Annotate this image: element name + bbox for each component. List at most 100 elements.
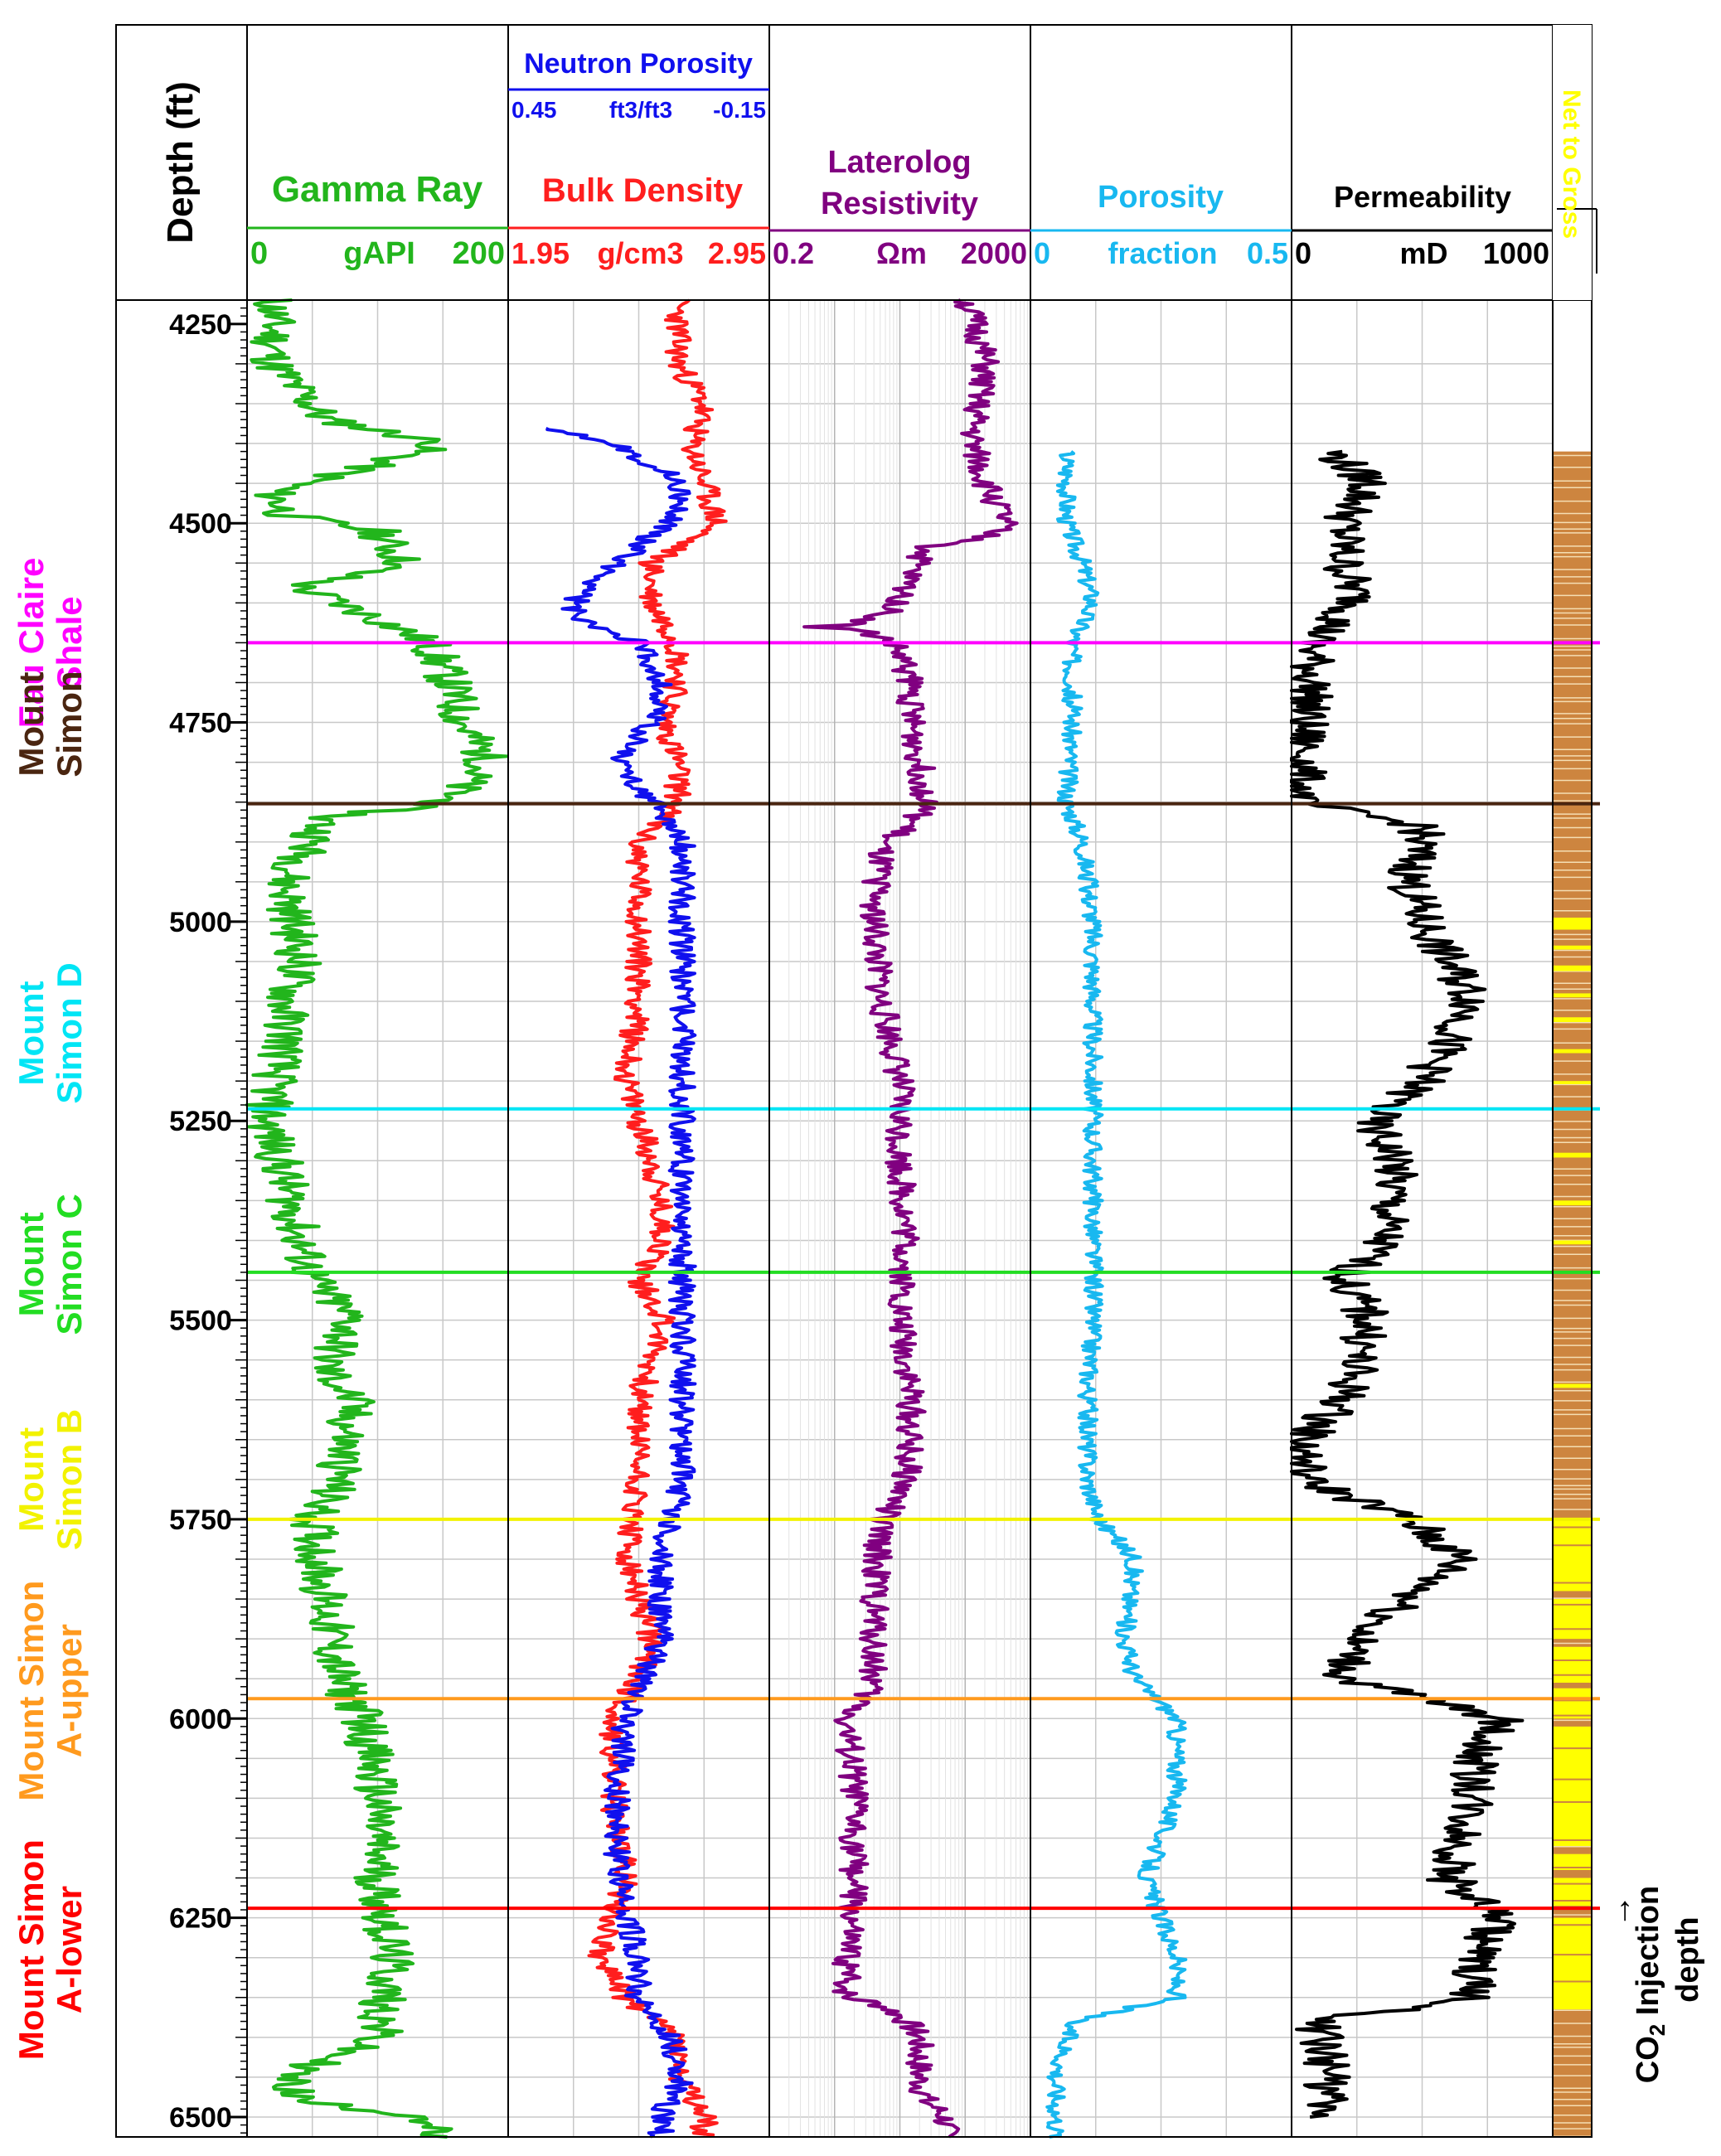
zone-label: Mount Simon B (12, 1409, 89, 1550)
scale-max-label: 2000 (961, 236, 1027, 270)
depth-tick-label: 6250 (169, 1903, 232, 1935)
scale-unit-label: g/cm3 (597, 236, 683, 270)
ntg-net-interval (1553, 1240, 1592, 1245)
depth-tick-label: 5250 (169, 1106, 232, 1137)
zone-label: Mount Simon D (12, 962, 89, 1103)
scale-unit-label: fraction (1108, 236, 1217, 270)
ntg-net-interval (1553, 918, 1592, 930)
zone-label-line: Mount (12, 981, 51, 1086)
depth-tick-label: 6000 (169, 1703, 232, 1735)
depth-tick-label: 5750 (169, 1504, 232, 1536)
depth-axis-title: Depth (ft) (160, 81, 201, 244)
curve-title-bulk-density: Bulk Density (542, 172, 744, 209)
curve-title-permeability: Permeability (1334, 180, 1511, 214)
zone-label-line: Mount (12, 1212, 51, 1316)
curve-gamma-ray (245, 298, 509, 2139)
ntg-net-interval (1553, 993, 1592, 998)
ntg-net-interval (1553, 1049, 1592, 1054)
ntg-net-interval (1553, 1519, 1592, 1592)
depth-tick-label: 4500 (169, 508, 232, 540)
depth-axis-layer: 4250 4500 4750 5000 5250 5500 5750 6000 6250 6500 (169, 307, 247, 2134)
ntg-net-interval (1553, 1200, 1592, 1206)
ntg-net-interval (1553, 1726, 1592, 1847)
scale-min-label: 1.95 (511, 236, 570, 270)
ntg-header-bg (1553, 25, 1592, 300)
zone-label-line: Simon B (50, 1409, 89, 1550)
ntg-net-interval (1553, 1877, 1592, 1906)
curve-neutron-porosity (545, 427, 697, 2139)
zone-label: Mount Simon (12, 671, 89, 777)
zone-label-line: Mount Simon (12, 1581, 51, 1801)
scale-min-label: 0 (1034, 236, 1050, 270)
scale-max-label: 2.95 (708, 236, 766, 270)
depth-tick-label: 5000 (169, 907, 232, 938)
formation-tops-layer (247, 641, 1600, 1911)
co2-rest: Injection (1631, 1886, 1665, 2024)
curve-title-porosity: Porosity (1098, 180, 1224, 215)
co2-label-group: CO2 Injection depth (1631, 1886, 1705, 2083)
net-to-gross-layer (1553, 451, 1592, 2138)
scale-max-label: 200 (453, 236, 505, 271)
scale-min-label: 0 (1295, 236, 1311, 270)
curve-bulk-density (587, 298, 728, 2139)
ntg-net-interval (1553, 1383, 1592, 1388)
scale-min-label: 0.2 (773, 236, 814, 270)
curve-laterolog-resistivity (802, 298, 1019, 2139)
ntg-net-interval (1553, 1152, 1592, 1158)
frame-layer (115, 24, 1593, 2138)
depth-tick-label: 4750 (169, 708, 232, 739)
curve-title-resistivity-line1: Laterolog (827, 145, 971, 180)
zone-label-line: Simon D (50, 962, 89, 1103)
scale-max-label: 1000 (1483, 236, 1549, 270)
depth-tick-label: 4250 (169, 309, 232, 341)
co2-label-line1: CO2 Injection (1631, 1886, 1670, 2083)
zone-label-line: Mount Simon (12, 1839, 51, 2060)
curve-porosity (1045, 450, 1188, 2139)
curve-title-neutron-porosity: Neutron Porosity (524, 48, 753, 80)
zone-label-line: Mount (12, 1427, 51, 1532)
ntg-net-interval (1553, 1646, 1592, 1684)
ntg-net-interval (1553, 1081, 1592, 1085)
curve-title-resistivity-line2: Resistivity (821, 187, 978, 221)
zone-label-line: Shale (50, 596, 89, 689)
zone-label: Mount Simon C (12, 1194, 89, 1335)
co2-main: CO (1631, 2036, 1665, 2083)
ntg-net-interval (1553, 965, 1592, 971)
ntg-net-interval (1553, 1599, 1592, 1640)
scale-min-label: 0 (250, 236, 268, 271)
scale-unit-label: gAPI (343, 236, 415, 271)
ntg-title: Net to Gross (1558, 90, 1585, 239)
curve-permeability (1290, 449, 1525, 2119)
zone-label-line: A-upper (50, 1624, 89, 1757)
scale-unit-label: mD (1399, 236, 1447, 270)
curve-layer (245, 298, 1525, 2139)
co2-subscript: 2 (1645, 2024, 1670, 2036)
scale-unit-label: ft3/ft3 (609, 97, 672, 123)
scale-unit-label: Ωm (876, 236, 927, 270)
ntg-net-interval (1553, 1917, 1592, 2010)
scale-min-label: 0.45 (511, 97, 557, 123)
log-frame (115, 24, 1593, 2138)
zone-label-line: A-lower (50, 1886, 89, 2013)
co2-arrow: ↑ (1617, 1891, 1633, 1927)
ntg-net-interval (1553, 1017, 1592, 1023)
zone-label-line: Simon (50, 671, 89, 777)
co2-injection-annotation: ↑CO2 Injection depth (1617, 1886, 1705, 2083)
ntg-net-interval (1553, 945, 1592, 950)
zone-label: Mount Simon A-upper (12, 1581, 89, 1801)
scale-max-label: 0.5 (1247, 236, 1288, 270)
ntg-net-interval (1553, 1853, 1592, 1870)
zone-label: Eau Claire Shale (12, 558, 89, 728)
co2-label-line2: depth (1670, 1916, 1705, 2002)
ntg-net-interval (1553, 1688, 1592, 1719)
zone-label-line: Mount (12, 672, 51, 777)
scale-max-label: -0.15 (713, 97, 766, 123)
zone-label-line: Eau Claire (12, 558, 51, 728)
depth-tick-label: 5500 (169, 1306, 232, 1337)
depth-tick-label: 6500 (169, 2102, 232, 2134)
curve-title-gamma-ray: Gamma Ray (272, 169, 483, 210)
grid-layer (247, 300, 1553, 2137)
